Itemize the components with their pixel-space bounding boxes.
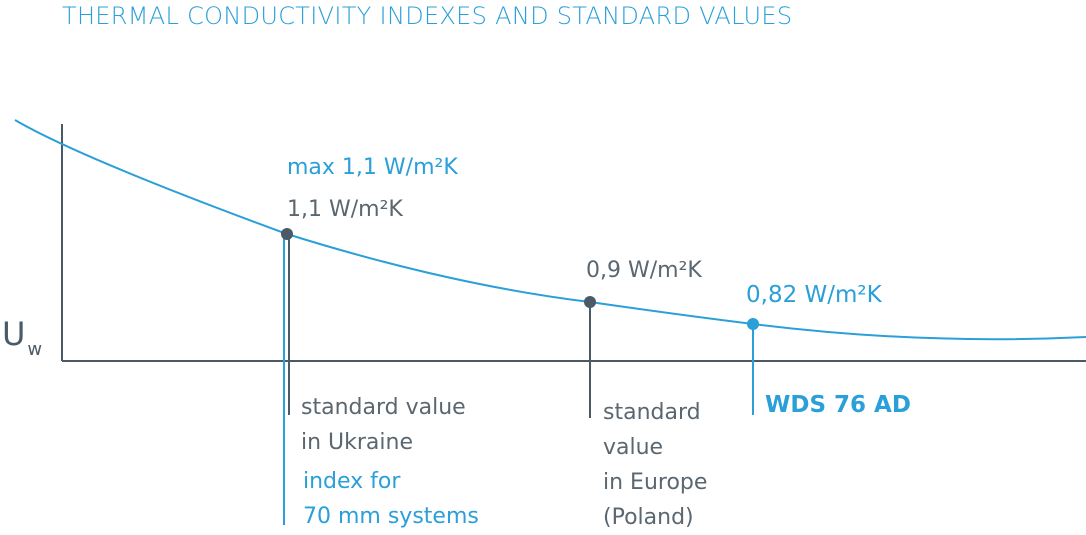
wds-point — [747, 318, 759, 330]
europe-point — [584, 296, 596, 308]
ukraine-value-label: 1,1 W/m²K — [287, 197, 403, 222]
chart-title: THERMAL CONDUCTIVITY INDEXES AND STANDAR… — [62, 2, 793, 30]
ukraine-caption: standard value in Ukraine — [301, 395, 466, 455]
wds-caption: WDS 76 AD — [765, 392, 911, 418]
wds-value-label: 0,82 W/m²K — [746, 282, 882, 308]
europe-caption: standard value in Europe (Poland) — [603, 400, 708, 530]
y-label-sub: w — [27, 339, 43, 360]
uw-curve — [14, 119, 1086, 341]
ukraine-sub-caption: index for 70 mm systems — [303, 469, 479, 529]
europe-value-label: 0,9 W/m²K — [586, 258, 702, 283]
ukraine-point — [281, 228, 293, 240]
ukraine-max-label: max 1,1 W/m²K — [287, 155, 458, 180]
y-label-main: U — [2, 315, 26, 353]
